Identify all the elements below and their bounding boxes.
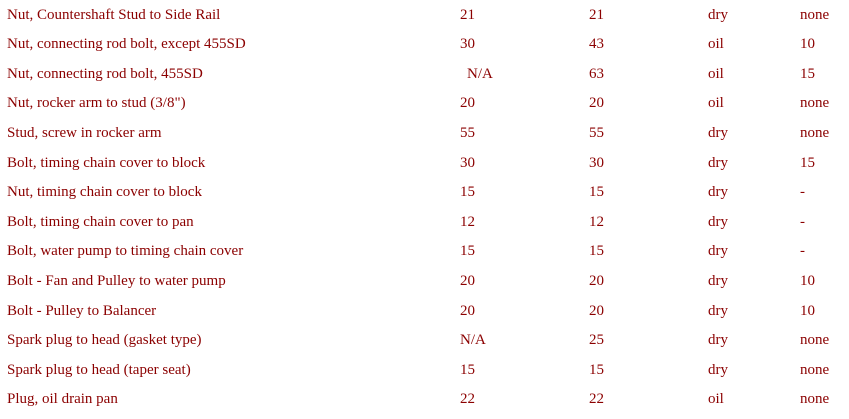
extra-value: none: [800, 361, 830, 378]
torque-value-1: N/A: [467, 65, 493, 82]
table-row: Spark plug to head (gasket type) N/A 25 dry…: [0, 326, 849, 356]
torque-value-2: 55: [589, 124, 604, 141]
extra-value: 10: [800, 36, 815, 53]
lubrication: dry: [708, 213, 728, 230]
torque-value-2: 22: [589, 391, 604, 408]
lubrication: oil: [708, 65, 724, 82]
torque-value-1: 55: [460, 124, 475, 141]
extra-value: none: [800, 391, 830, 408]
extra-value: 15: [800, 65, 815, 82]
torque-value-2: 20: [589, 272, 604, 289]
table-row: Bolt, timing chain cover to pan 12 12 dry -: [0, 208, 849, 238]
table-row: Plug, oil drain pan 22 22 oil none: [0, 385, 849, 415]
lubrication: oil: [708, 36, 724, 53]
extra-value: none: [800, 332, 830, 349]
lubrication: dry: [708, 154, 728, 171]
torque-value-2: 20: [589, 302, 604, 319]
extra-value: 10: [800, 302, 815, 319]
torque-value-1: 15: [460, 243, 475, 260]
lubrication: dry: [708, 184, 728, 201]
lubrication: dry: [708, 361, 728, 378]
table-row: Bolt - Fan and Pulley to water pump 20 20 d…: [0, 267, 849, 297]
fastener-name: Nut, Countershaft Stud to Side Rail: [7, 6, 221, 23]
extra-value: none: [800, 124, 830, 141]
table-row: Nut, connecting rod bolt, 455SD N/A 63 oil 1…: [0, 60, 849, 90]
torque-value-2: 30: [589, 154, 604, 171]
table-row: Nut, timing chain cover to block 15 15 dry -: [0, 178, 849, 208]
fastener-name: Bolt, water pump to timing chain cover: [7, 243, 244, 260]
lubrication: dry: [708, 302, 728, 319]
fastener-name: Spark plug to head (gasket type): [7, 332, 202, 349]
torque-value-2: 20: [589, 95, 604, 112]
torque-value-2: 43: [589, 36, 604, 53]
fastener-name: Nut, rocker arm to stud (3/8"): [7, 95, 186, 112]
torque-value-2: 21: [589, 6, 604, 23]
table-row: Nut, connecting rod bolt, except 455SD 30…: [0, 30, 849, 60]
fastener-name: Stud, screw in rocker arm: [7, 124, 162, 141]
torque-value-1: 21: [460, 6, 475, 23]
fastener-name: Bolt, timing chain cover to pan: [7, 213, 194, 230]
fastener-name: Bolt - Fan and Pulley to water pump: [7, 272, 226, 289]
lubrication: dry: [708, 332, 728, 349]
torque-value-1: 30: [460, 36, 475, 53]
torque-value-1: 22: [460, 391, 475, 408]
torque-value-1: 30: [460, 154, 475, 171]
extra-value: -: [800, 184, 805, 201]
extra-value: none: [800, 6, 830, 23]
torque-value-2: 25: [589, 332, 604, 349]
torque-value-1: 15: [460, 361, 475, 378]
extra-value: 10: [800, 272, 815, 289]
table-row: Bolt - Pulley to Balancer 20 20 dry 10: [0, 297, 849, 327]
fastener-name: Nut, connecting rod bolt, except 455SD: [7, 36, 246, 53]
extra-value: 15: [800, 154, 815, 171]
torque-value-1: 15: [460, 184, 475, 201]
table-row: Spark plug to head (taper seat) 15 15 dry no…: [0, 356, 849, 386]
torque-value-1: 20: [460, 95, 475, 112]
lubrication: dry: [708, 243, 728, 260]
torque-value-1: 20: [460, 272, 475, 289]
extra-value: -: [800, 213, 805, 230]
fastener-name: Bolt, timing chain cover to block: [7, 154, 206, 171]
torque-value-2: 63: [589, 65, 604, 82]
lubrication: dry: [708, 124, 728, 141]
table-row: Bolt, timing chain cover to block 30 30 dry…: [0, 149, 849, 179]
torque-value-1: N/A: [460, 332, 486, 349]
extra-value: none: [800, 95, 830, 112]
fastener-name: Bolt - Pulley to Balancer: [7, 302, 157, 319]
lubrication: dry: [708, 272, 728, 289]
fastener-name: Nut, timing chain cover to block: [7, 184, 202, 201]
extra-value: -: [800, 243, 805, 260]
lubrication: dry: [708, 6, 728, 23]
torque-value-2: 15: [589, 361, 604, 378]
fastener-name: Nut, connecting rod bolt, 455SD: [7, 65, 203, 82]
table-row: Nut, Countershaft Stud to Side Rail 21 21 d…: [0, 1, 849, 31]
table-row: Nut, rocker arm to stud (3/8") 20 20 oil non…: [0, 89, 849, 119]
torque-value-2: 15: [589, 184, 604, 201]
fastener-name: Plug, oil drain pan: [7, 391, 118, 408]
lubrication: oil: [708, 95, 724, 112]
table-row: Stud, screw in rocker arm 55 55 dry none: [0, 119, 849, 149]
torque-value-1: 12: [460, 213, 475, 230]
torque-value-2: 15: [589, 243, 604, 260]
lubrication: oil: [708, 391, 724, 408]
torque-value-2: 12: [589, 213, 604, 230]
torque-value-1: 20: [460, 302, 475, 319]
table-row: Bolt, water pump to timing chain cover 15…: [0, 237, 849, 267]
fastener-name: Spark plug to head (taper seat): [7, 361, 191, 378]
